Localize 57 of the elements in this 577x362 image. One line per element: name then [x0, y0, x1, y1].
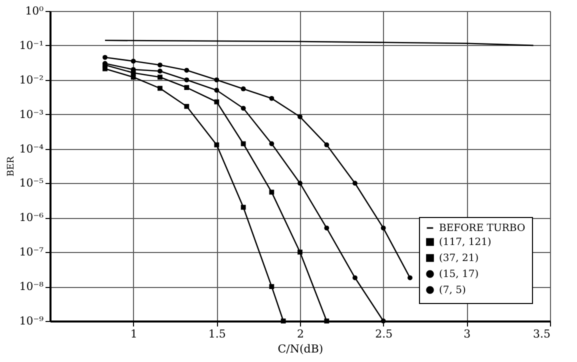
point — [298, 114, 302, 120]
point — [408, 275, 412, 280]
x-tick-label: 3 — [464, 328, 471, 340]
point — [158, 62, 162, 68]
y-tick-label: 10⁻⁶ — [19, 211, 44, 224]
point — [269, 284, 274, 290]
y-tick-label: 10⁻⁵ — [19, 176, 44, 190]
point — [269, 190, 274, 195]
point — [184, 104, 190, 109]
x-axis-title: C/N(dB) — [278, 342, 324, 356]
y-tick-label: 10⁻⁸ — [19, 280, 44, 294]
y-tick-label: 10⁰ — [25, 4, 44, 18]
point — [269, 141, 274, 146]
y-tick-label: 10⁻³ — [19, 108, 44, 121]
point — [352, 275, 358, 280]
x-tick-label: 3.5 — [533, 328, 550, 340]
point — [324, 142, 330, 148]
point — [214, 142, 220, 148]
legend-label: (7, 5) — [439, 285, 466, 296]
legend-label: (15, 17) — [439, 269, 479, 280]
legend-label: BEFORE TURBO — [439, 223, 526, 234]
point — [214, 99, 220, 104]
y-tick-label: 10⁻⁴ — [19, 142, 44, 156]
x-tick-label: 2.5 — [375, 328, 393, 340]
point — [102, 54, 108, 60]
point — [240, 106, 246, 111]
point — [352, 180, 358, 186]
point — [380, 318, 386, 324]
point — [158, 68, 162, 74]
y-tick-label: 10⁻⁹ — [19, 314, 44, 328]
point — [298, 250, 302, 255]
y-axis-title: BER — [6, 156, 16, 176]
point — [324, 226, 330, 230]
point — [214, 77, 220, 82]
legend-label: (117, 121) — [439, 237, 492, 248]
x-tick-label: 1.5 — [208, 328, 226, 340]
point — [184, 85, 190, 90]
point — [130, 58, 136, 64]
point — [240, 204, 246, 210]
legend-label: (37, 21) — [439, 253, 479, 264]
x-tick-label: 1 — [130, 328, 138, 340]
y-tick-label: 10⁻¹ — [19, 38, 44, 52]
point — [298, 180, 302, 186]
point — [324, 318, 330, 324]
x-tick-label: 2 — [297, 328, 304, 340]
point — [240, 141, 246, 146]
point — [158, 86, 162, 91]
point — [158, 74, 162, 80]
point — [184, 68, 190, 73]
point — [280, 318, 286, 324]
point — [380, 226, 386, 230]
point — [240, 86, 246, 92]
y-tick-label: 10⁻⁷ — [19, 246, 44, 259]
point — [269, 96, 274, 101]
y-tick-label: 10⁻² — [19, 73, 44, 86]
point — [184, 77, 190, 82]
point — [214, 88, 220, 93]
